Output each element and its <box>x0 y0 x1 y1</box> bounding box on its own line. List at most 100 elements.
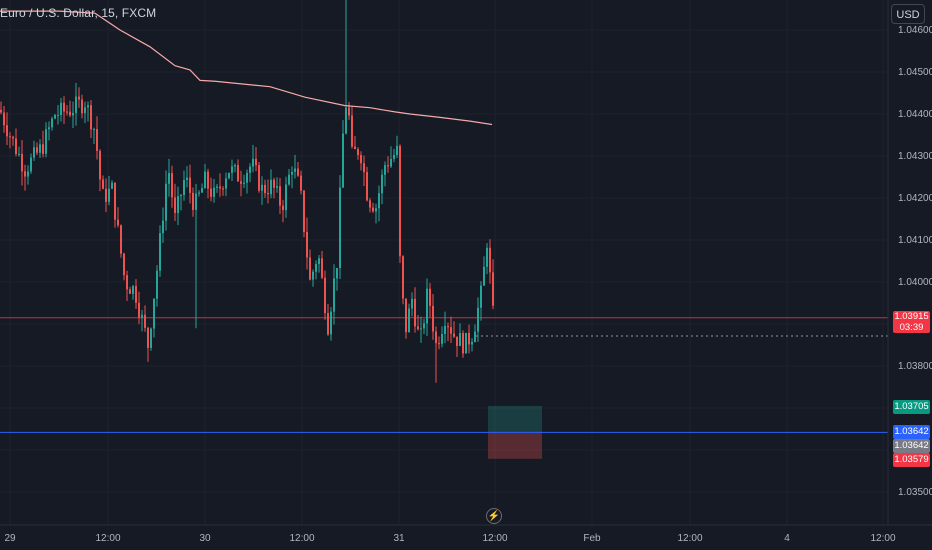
candle-body <box>186 177 188 181</box>
candle-body <box>426 288 428 324</box>
candle-body <box>282 205 284 211</box>
candle-body <box>102 179 104 189</box>
candle-body <box>264 184 266 194</box>
chart-grid <box>0 0 888 525</box>
candle-body <box>438 343 440 345</box>
candle-body <box>177 196 179 213</box>
candle-body <box>0 109 2 113</box>
candle-body <box>261 184 263 191</box>
candle-body <box>489 247 491 273</box>
candle-body <box>195 193 197 210</box>
candle-body <box>147 327 149 348</box>
candle-body <box>174 197 176 213</box>
candle-body <box>168 173 170 184</box>
profit-zone <box>488 405 542 433</box>
position-box[interactable] <box>488 405 542 459</box>
chart-title: Euro / U.S. Dollar, 15, FXCM <box>0 6 157 20</box>
candle-body <box>189 177 191 193</box>
current-price-label: 1.03915 03:39 <box>893 311 930 333</box>
y-tick-label: 1.04000 <box>898 277 932 288</box>
candle-body <box>30 157 32 172</box>
candle-body <box>297 168 299 176</box>
candle-body <box>303 190 305 232</box>
bar-countdown: 03:39 <box>899 322 924 333</box>
stop-price-label: 1.03579 <box>893 453 930 467</box>
candle-body <box>165 183 167 221</box>
candle-body <box>234 165 236 167</box>
candle-body <box>78 96 80 100</box>
candle-body <box>492 272 494 306</box>
x-tick-label: 29 <box>4 533 16 544</box>
candle-body <box>480 285 482 308</box>
candle-body <box>387 165 389 167</box>
candle-body <box>330 311 332 335</box>
candle-body <box>150 328 152 348</box>
candle-body <box>216 186 218 188</box>
candle-body <box>162 220 164 234</box>
candle-body <box>156 270 158 299</box>
y-tick-label: 1.04200 <box>898 193 932 204</box>
candle-body <box>123 253 125 276</box>
candle-body <box>192 192 194 210</box>
candle-body <box>369 200 371 208</box>
candle-body <box>87 105 89 108</box>
candle-body <box>399 145 401 257</box>
candle-body <box>96 129 98 151</box>
candle-body <box>153 298 155 329</box>
target-price-label: 1.03705 <box>893 400 930 414</box>
candle-body <box>75 96 77 113</box>
candle-body <box>3 112 5 126</box>
candle-body <box>444 326 446 335</box>
candle-body <box>222 188 224 190</box>
candle-body <box>315 263 317 272</box>
y-tick-label: 1.03800 <box>898 361 932 372</box>
candle-body <box>33 147 35 158</box>
candle-body <box>198 192 200 194</box>
candle-body <box>453 333 455 337</box>
candle-body <box>228 172 230 179</box>
candle-body <box>246 172 248 183</box>
y-tick-label: 1.04400 <box>898 109 932 120</box>
candle-body <box>441 334 443 344</box>
candle-body <box>486 247 488 267</box>
candle-body <box>291 171 293 175</box>
candle-body <box>366 172 368 201</box>
candle-body <box>84 107 86 114</box>
candle-body <box>420 328 422 330</box>
y-tick-label: 1.04300 <box>898 151 932 162</box>
candle-body <box>243 182 245 184</box>
currency-button[interactable]: USD <box>891 4 925 24</box>
candle-body <box>273 179 275 188</box>
price-level-lines <box>0 317 888 433</box>
candlestick-series <box>0 0 494 383</box>
candle-body <box>27 171 29 177</box>
candle-body <box>309 257 311 280</box>
candle-body <box>411 298 413 309</box>
candle-body <box>462 333 464 354</box>
moving-average-path <box>0 10 493 126</box>
candle-body <box>318 258 320 264</box>
candle-body <box>393 155 395 159</box>
candle-body <box>276 186 278 188</box>
candle-body <box>450 327 452 334</box>
candle-body <box>36 147 38 153</box>
candle-body <box>51 118 53 128</box>
candle-body <box>54 115 56 119</box>
candle-body <box>360 155 362 164</box>
candle-body <box>456 336 458 346</box>
candle-body <box>201 188 203 193</box>
x-tick-label: 4 <box>784 533 790 544</box>
candle-body <box>363 163 365 173</box>
candle-body <box>435 331 437 344</box>
candle-body <box>396 145 398 156</box>
candle-body <box>45 129 47 154</box>
lightning-icon[interactable]: ⚡ <box>486 508 502 524</box>
candle-body <box>69 111 71 116</box>
candle-body <box>405 298 407 333</box>
x-tick-label: 31 <box>393 533 405 544</box>
candle-body <box>132 286 134 294</box>
candle-body <box>15 138 17 155</box>
candle-body <box>159 233 161 271</box>
candle-body <box>48 127 50 130</box>
